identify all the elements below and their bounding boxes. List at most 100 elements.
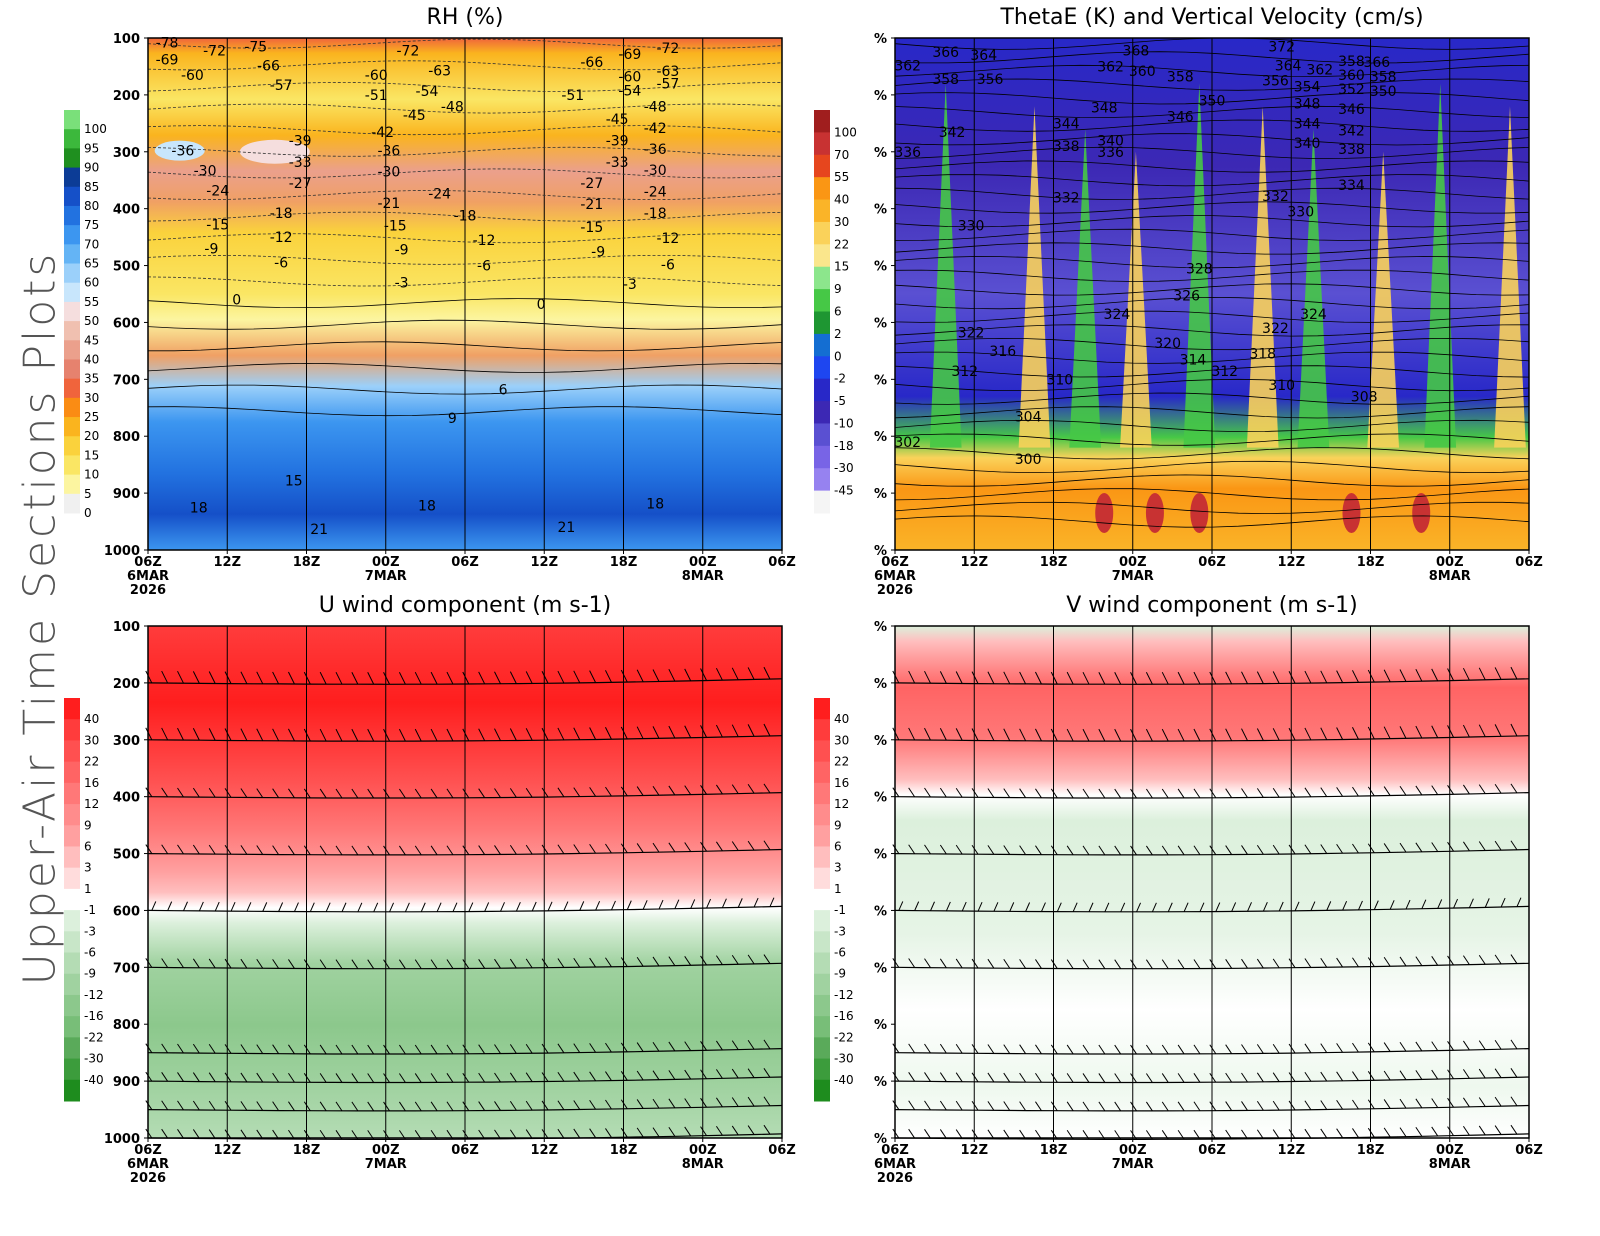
- uwind-wind-barb: [589, 1071, 597, 1082]
- thetae-colorbar-label: 40: [834, 193, 849, 207]
- uwind-wind-barb: [177, 1072, 184, 1082]
- thetae-contour-label: 300: [1015, 452, 1042, 468]
- uwind-y-tick-label: 800: [113, 1018, 140, 1033]
- vwind-wind-barb: [1104, 902, 1110, 913]
- rh-contour-label: -36: [644, 142, 667, 158]
- uwind-wind-barb: [620, 1042, 628, 1053]
- vwind-wind-barb: [908, 727, 916, 741]
- thetae-contour-line: [894, 460, 1530, 474]
- vwind-wind-barb: [955, 958, 963, 969]
- vwind-wind-barb: [1415, 1127, 1423, 1137]
- thetae-strong-updraft: [1095, 493, 1114, 534]
- vwind-wind-barb: [1447, 1041, 1454, 1051]
- rh-contour-label: -48: [644, 99, 667, 115]
- uwind-wind-barb: [161, 844, 169, 855]
- uwind-wind-barb: [224, 1100, 232, 1111]
- rh-contour-line: [147, 211, 783, 222]
- uwind-wind-barb: [177, 727, 184, 741]
- uwind-wind-barb: [763, 1124, 771, 1135]
- vwind-wind-barb: [1193, 1073, 1201, 1083]
- uwind-wind-barb: [240, 845, 248, 855]
- vwind-y-tick-label: %: [874, 1018, 887, 1033]
- vwind-wind-barb: [1003, 788, 1011, 798]
- uwind-wind-barb: [208, 728, 216, 741]
- uwind-wind-barb: [398, 728, 406, 742]
- vwind-colorbar-label: 9: [834, 818, 842, 832]
- vwind-wind-barb: [1272, 1072, 1280, 1082]
- vwind-x-date-label: 6MAR: [874, 1157, 916, 1172]
- vwind-wind-barb: [908, 670, 916, 684]
- thetae-x-date-label: 2026: [877, 583, 913, 598]
- thetae-contour-label: 350: [1199, 94, 1226, 110]
- vwind-wind-barb: [1304, 1128, 1312, 1139]
- thetae-colorbar-label: -2: [834, 372, 846, 386]
- vwind-wind-barb: [1288, 844, 1296, 855]
- uwind-wind-barb: [525, 1072, 533, 1082]
- vwind-colorbar-swatch: [814, 994, 830, 1017]
- uwind-wind-barb: [668, 725, 676, 739]
- thetae-colorbar-label: -18: [834, 439, 854, 453]
- vwind-wind-barb: [1098, 672, 1106, 685]
- thetae-contour-label: 356: [1262, 74, 1289, 90]
- vwind-wind-barb: [971, 958, 979, 969]
- thetae-y-tick-label: %: [874, 487, 887, 502]
- thetae-colorbar-label: 6: [834, 305, 842, 319]
- vwind-wind-barb: [1478, 667, 1486, 681]
- uwind-wind-barb: [684, 668, 692, 682]
- uwind-wind-barb: [715, 841, 723, 852]
- rh-colorbar-swatch: [64, 321, 80, 341]
- uwind-wind-barb: [478, 788, 486, 798]
- vwind-wind-barb: [1288, 1129, 1296, 1139]
- thetae-y-tick-label: %: [874, 260, 887, 275]
- uwind-wind-barb: [208, 1100, 216, 1111]
- thetae-contour-label: 332: [1262, 189, 1289, 205]
- rh-colorbar-swatch: [64, 186, 80, 207]
- uwind-wind-barb: [700, 1097, 707, 1108]
- uwind-wind-barb: [747, 1068, 755, 1078]
- uwind-wind-barb: [177, 1043, 184, 1054]
- uwind-wind-barb: [684, 842, 692, 852]
- vwind-y-tick-label: %: [874, 904, 887, 919]
- vwind-wind-barb: [1177, 959, 1185, 969]
- vwind-wind-barb: [1336, 843, 1344, 854]
- uwind-wind-barb: [303, 728, 311, 742]
- vwind-wind-barb: [1050, 788, 1058, 799]
- vwind-wind-barb: [1082, 671, 1090, 685]
- vwind-wind-barb: [1320, 957, 1328, 968]
- vwind-wind-barb: [1304, 1043, 1312, 1054]
- vwind-wind-barb: [1177, 845, 1185, 856]
- thetae-contour-label: 350: [1370, 84, 1397, 100]
- uwind-wind-barb: [494, 845, 501, 855]
- thetae-y-tick-label: %: [874, 89, 887, 104]
- uwind-wind-barb: [515, 901, 521, 912]
- uwind-wind-barb: [494, 1044, 501, 1054]
- vwind-wind-barb: [1399, 785, 1407, 796]
- uwind-wind-barb: [478, 728, 486, 741]
- vwind-wind-barb: [971, 788, 979, 798]
- vwind-wind-barb: [1415, 725, 1423, 739]
- thetae-y-tick-label: %: [874, 203, 887, 218]
- uwind-wind-barb: [341, 902, 347, 912]
- vwind-wind-barb: [1193, 788, 1201, 799]
- uwind-colorbar-label: -30: [84, 1052, 104, 1066]
- uwind-colorbar-label: 30: [84, 733, 99, 747]
- uwind-wind-barb: [589, 957, 597, 968]
- vwind-wind-barb: [1225, 845, 1233, 855]
- vwind-wind-barb: [939, 1072, 947, 1082]
- vwind-wind-barb: [1177, 1073, 1185, 1083]
- uwind-wind-barb: [462, 1072, 470, 1083]
- uwind-wind-barb: [494, 671, 501, 684]
- uwind-wind-barb: [351, 728, 359, 742]
- vwind-wind-barb: [1209, 845, 1217, 855]
- uwind-wind-barb: [652, 1041, 660, 1052]
- uwind-wind-barb: [398, 788, 406, 799]
- vwind-wind-barb: [1256, 728, 1264, 741]
- uwind-wind-barb: [731, 1068, 739, 1079]
- rh-contour-line: [147, 233, 783, 244]
- vwind-wind-barb: [1019, 1044, 1027, 1054]
- vwind-wind-barb: [1431, 842, 1439, 852]
- uwind-wind-barb: [589, 843, 597, 854]
- thetae-contour-line: [894, 187, 1530, 200]
- uwind-colorbar-label: -6: [84, 946, 96, 960]
- vwind-wind-barb: [1399, 1070, 1407, 1080]
